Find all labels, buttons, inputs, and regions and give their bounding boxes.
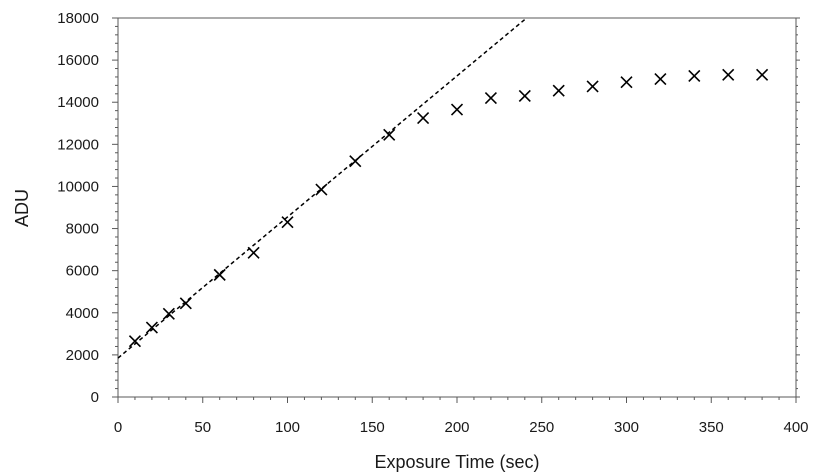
data-point-stroke — [552, 84, 565, 97]
y-tick-label: 16000 — [57, 52, 99, 69]
data-point — [281, 216, 294, 229]
data-point-stroke — [688, 69, 701, 82]
trendline-group — [117, 17, 528, 359]
data-point — [179, 297, 192, 310]
y-tick-label: 6000 — [66, 263, 99, 280]
y-tick-label: 4000 — [66, 305, 99, 322]
y-tick-label: 12000 — [57, 136, 99, 153]
data-point-stroke — [620, 76, 633, 89]
data-point-stroke — [349, 155, 362, 168]
x-tick-label: 350 — [699, 419, 724, 436]
data-point-stroke — [247, 246, 260, 259]
data-point-stroke — [179, 297, 192, 310]
data-point-stroke — [383, 128, 396, 141]
data-point — [620, 76, 633, 89]
trendline — [117, 17, 528, 359]
x-tick-label: 50 — [194, 419, 211, 436]
data-point — [552, 84, 565, 97]
x-tick-label: 250 — [529, 419, 554, 436]
y-tick-label: 0 — [91, 389, 99, 406]
data-point-stroke — [756, 68, 769, 81]
data-point — [518, 89, 531, 102]
x-tick-label: 0 — [114, 419, 122, 436]
data-point-stroke — [450, 103, 464, 116]
data-point — [722, 68, 735, 81]
data-point — [417, 111, 430, 125]
data-point — [213, 268, 226, 281]
data-point — [128, 335, 142, 348]
data-point — [247, 246, 260, 259]
data-point-stroke — [162, 307, 175, 320]
data-points — [128, 68, 769, 348]
data-point — [162, 307, 175, 320]
data-point — [756, 68, 769, 81]
data-point — [315, 183, 328, 196]
data-point-stroke — [654, 72, 667, 86]
y-tick-label: 18000 — [57, 10, 99, 27]
data-point-stroke — [484, 91, 497, 105]
data-point-stroke — [586, 80, 599, 93]
x-axis-title: Exposure Time (sec) — [374, 452, 539, 472]
y-axis-title: ADU — [12, 189, 32, 227]
data-point-stroke — [145, 321, 158, 334]
y-axis: 0 2000 4000 6000 8000 10000 12000 14000 16000 180… — [57, 10, 800, 406]
y-tick-label: 10000 — [57, 178, 99, 195]
data-point-stroke — [417, 111, 430, 125]
data-point — [349, 155, 362, 168]
data-point — [383, 128, 396, 141]
x-axis: 0 50 100 150 200 250 300 350 400 — [114, 397, 809, 436]
y-tick-label: 8000 — [66, 221, 99, 238]
data-point — [484, 91, 497, 105]
y-tick-label: 14000 — [57, 94, 99, 111]
x-tick-label: 400 — [783, 419, 808, 436]
x-tick-label: 100 — [275, 419, 300, 436]
data-point-stroke — [315, 183, 328, 196]
data-point-stroke — [213, 268, 226, 281]
data-point-stroke — [518, 89, 531, 102]
y-tick-label: 2000 — [66, 347, 99, 364]
data-point — [586, 80, 599, 93]
x-tick-label: 300 — [614, 419, 639, 436]
data-point-stroke — [722, 68, 735, 81]
data-point — [450, 103, 464, 116]
x-tick-label: 150 — [360, 419, 385, 436]
x-tick-label: 200 — [444, 419, 469, 436]
data-point — [145, 321, 158, 334]
data-point — [688, 69, 701, 82]
data-point-stroke — [281, 216, 294, 229]
data-point-stroke — [128, 335, 142, 348]
data-point — [654, 72, 667, 86]
